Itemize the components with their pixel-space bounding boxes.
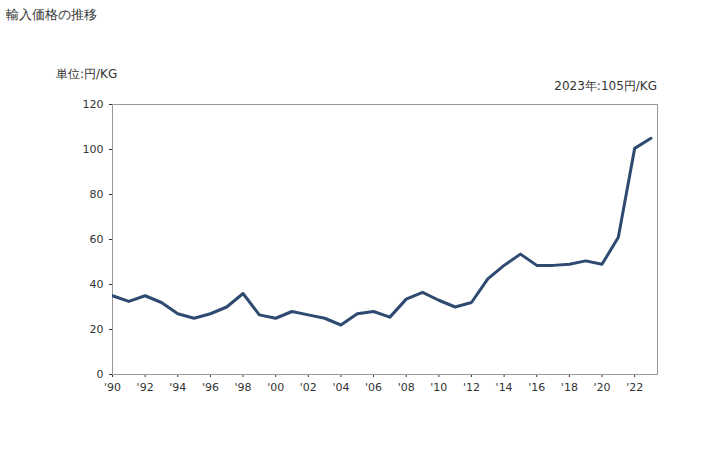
svg-text:60: 60 [90,233,104,246]
svg-text:20: 20 [90,323,104,336]
svg-text:'04: '04 [332,381,349,394]
html-text:2023年:105円/KG: 2023年:105円/KG [554,79,657,93]
svg-text:'02: '02 [300,381,317,394]
svg-text:'18: '18 [561,381,578,394]
svg-text:'92: '92 [137,381,154,394]
svg-text:'94: '94 [169,381,186,394]
svg-text:'22: '22 [626,381,643,394]
svg-text:'10: '10 [430,381,447,394]
svg-text:'00: '00 [267,381,284,394]
svg-text:'98: '98 [235,381,252,394]
svg-text:120: 120 [83,98,104,111]
svg-text:'06: '06 [365,381,382,394]
svg-text:'16: '16 [528,381,545,394]
svg-text:'90: '90 [104,381,121,394]
svg-text:'12: '12 [463,381,480,394]
svg-text:'08: '08 [398,381,415,394]
html-text:単位:円/KG: 単位:円/KG [56,67,118,81]
svg-text:'96: '96 [202,381,219,394]
svg-text:40: 40 [90,278,104,291]
svg-text:'20: '20 [594,381,611,394]
svg-text:'14: '14 [496,381,513,394]
html-text:輸入価格の推移: 輸入価格の推移 [6,7,97,22]
svg-text:0: 0 [97,368,104,381]
svg-text:100: 100 [83,143,104,156]
svg-text:80: 80 [90,188,104,201]
